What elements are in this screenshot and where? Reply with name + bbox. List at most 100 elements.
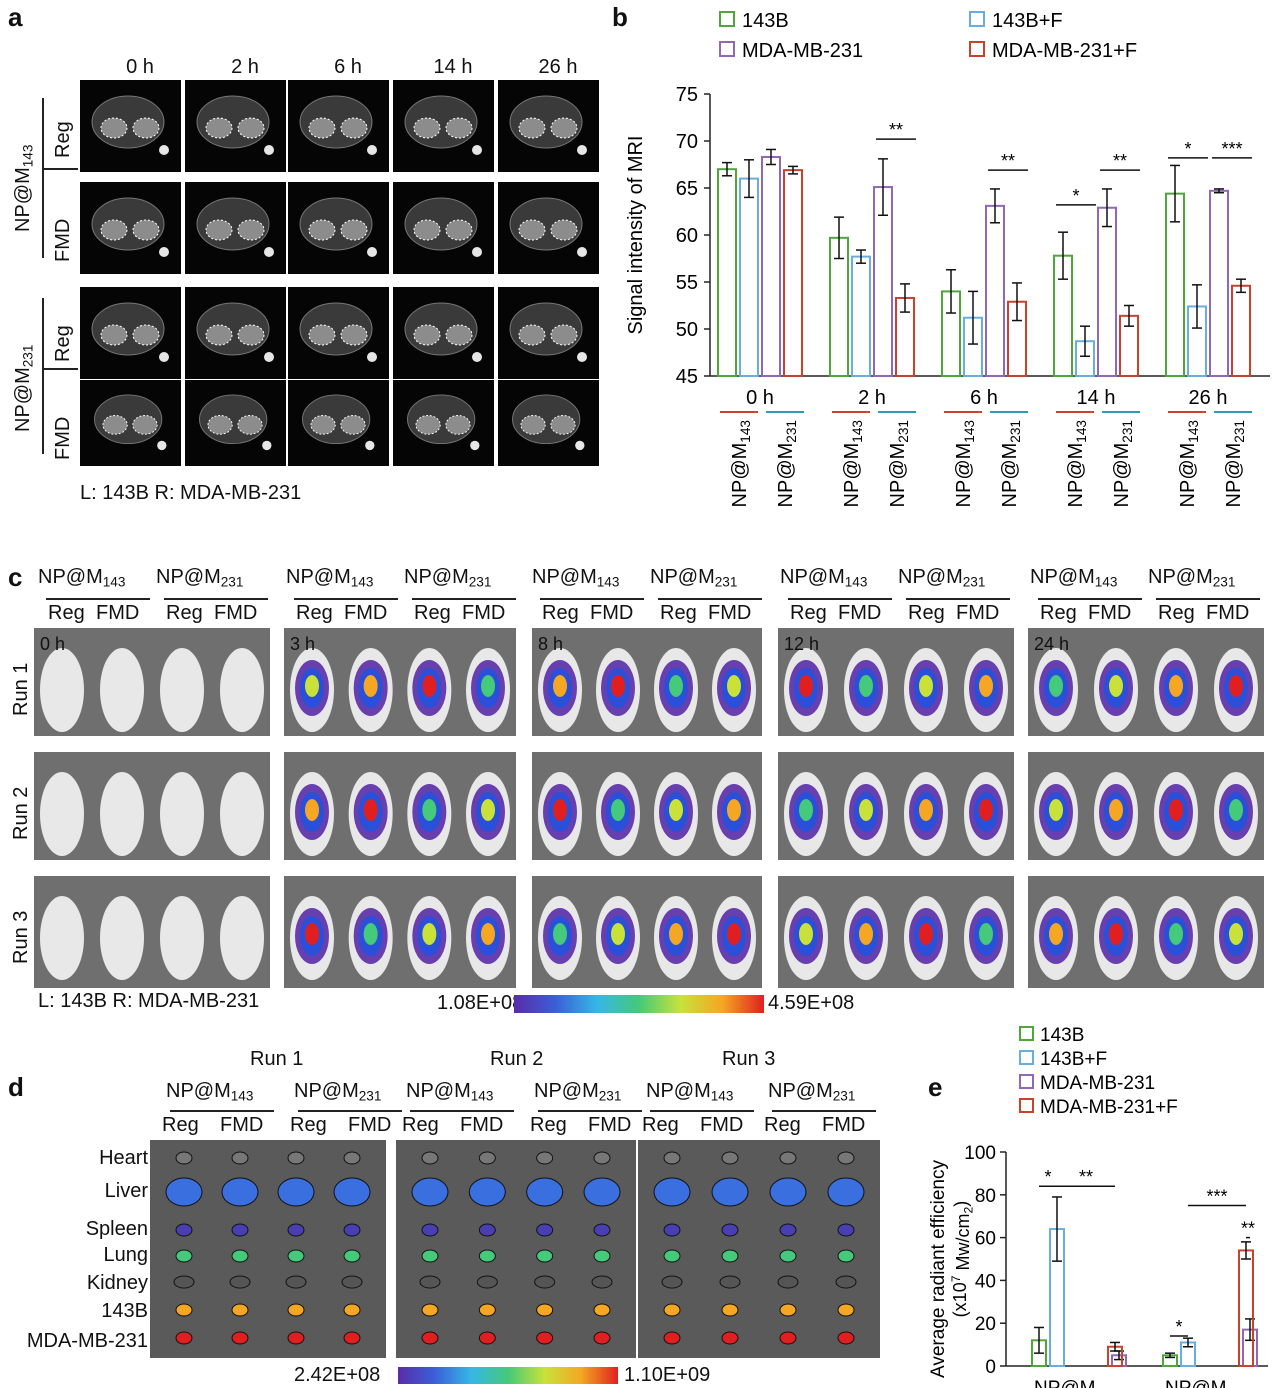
organ-signal	[175, 1223, 193, 1237]
significance-label: **	[1241, 1219, 1255, 1239]
group-rule	[538, 1110, 642, 1112]
x-sub-label: NP@M231	[1111, 420, 1135, 507]
organ-signal	[721, 1223, 739, 1237]
sub-header: FMD	[96, 602, 140, 624]
ivis-image: 0 h	[34, 628, 270, 736]
sub-header: FMD	[822, 1114, 866, 1136]
x-sub-label: NP@M143	[1065, 420, 1089, 507]
tumor-right-outline	[445, 415, 471, 435]
mouse-body	[160, 772, 204, 856]
y-axis-label: Signal intensity of MRI	[625, 136, 647, 335]
timepoint-label: 0 h	[40, 634, 65, 654]
group-rule	[540, 598, 644, 600]
organ-signal	[663, 1303, 681, 1317]
organ-signal	[536, 1303, 554, 1317]
organ-signal	[663, 1249, 681, 1263]
organ-signal	[285, 1275, 307, 1289]
signal-core	[422, 923, 437, 945]
organ-signal	[478, 1223, 496, 1237]
mouse-body	[220, 648, 264, 732]
mri-scan-image	[498, 287, 599, 379]
legend-swatch	[719, 11, 735, 27]
ivis-image	[34, 876, 270, 988]
reference-tube	[159, 352, 169, 362]
tumor-left-outline	[413, 219, 441, 241]
tumor-right-outline	[237, 415, 263, 435]
organ-signal	[343, 1249, 361, 1263]
x-tick-label: NP@M231	[1165, 1378, 1248, 1388]
mouse-body	[40, 772, 84, 856]
signal-core	[305, 799, 319, 821]
panel-label-e: e	[928, 1072, 943, 1102]
sub-header: FMD	[348, 1114, 392, 1136]
tumor-left-outline	[100, 324, 128, 346]
signal-core	[859, 799, 873, 821]
organ-signal	[478, 1151, 496, 1165]
organ-signal	[341, 1275, 363, 1289]
tumor-right-outline	[237, 117, 265, 139]
signal-core	[669, 923, 683, 945]
group-rule	[42, 298, 44, 454]
run-label: Run 3	[10, 910, 32, 964]
sub-header: Reg	[530, 1114, 567, 1136]
signal-core	[727, 799, 741, 821]
sub-header: Reg	[908, 602, 945, 624]
bar	[783, 169, 803, 377]
tumor-right-outline	[550, 117, 578, 139]
reference-tube	[577, 352, 587, 362]
bar	[717, 168, 737, 377]
tumor-left-outline	[102, 415, 128, 435]
organ-label: Spleen	[85, 1218, 148, 1240]
organ-signal	[721, 1249, 739, 1263]
signal-core	[553, 923, 567, 945]
signal-core	[1229, 675, 1243, 697]
mri-scan-image	[288, 380, 389, 466]
mri-scan-image	[393, 80, 494, 172]
signal-core	[1229, 799, 1243, 821]
panel-c-scale-min: 1.08E+08	[437, 992, 524, 1014]
x-sub-label: NP@M143	[1177, 420, 1201, 507]
organ-signal	[661, 1275, 683, 1289]
organ-signal	[837, 1303, 855, 1317]
tumor-right-outline	[132, 117, 160, 139]
tumor-left-outline	[100, 219, 128, 241]
run-label: Run 3	[722, 1048, 776, 1070]
organ-label: Heart	[99, 1147, 148, 1169]
organ-signal	[287, 1223, 305, 1237]
ivis-image	[532, 752, 762, 860]
panel-label-c: c	[8, 562, 23, 592]
tumor-right-outline	[445, 324, 473, 346]
y-tick-label: 60	[975, 1229, 996, 1250]
organ-signal	[343, 1151, 361, 1165]
organ-signal	[827, 1177, 865, 1207]
bar	[761, 155, 781, 377]
bar	[1097, 206, 1117, 377]
organ-signal	[779, 1249, 797, 1263]
organ-signal	[536, 1223, 554, 1237]
y-axis-unit-label: (x107 Mw/cm2)	[949, 1201, 976, 1318]
signal-core	[1109, 799, 1123, 821]
reference-tube	[157, 440, 167, 451]
organ-signal	[421, 1303, 439, 1317]
organ-signal	[536, 1249, 554, 1263]
legend-swatch	[1019, 1026, 1034, 1041]
signal-core	[553, 799, 567, 821]
run-label: Run 1	[10, 662, 32, 716]
organ-signal	[721, 1331, 739, 1345]
significance-label: **	[1079, 1167, 1093, 1187]
tumor-left-outline	[518, 219, 546, 241]
timepoint-label: 6 h	[334, 56, 362, 78]
reference-tube	[367, 247, 377, 257]
tumor-left-outline	[413, 324, 441, 346]
y-tick-label: 70	[676, 131, 698, 153]
organ-signal	[343, 1303, 361, 1317]
mouse-body	[160, 648, 204, 732]
panel-c-footnote: L: 143B R: MDA-MB-231	[38, 990, 260, 1012]
bar	[1231, 284, 1251, 378]
organ-signal	[835, 1275, 857, 1289]
group-header: NP@M231	[534, 1080, 622, 1104]
organ-signal	[411, 1177, 449, 1207]
signal-core	[481, 799, 495, 821]
organ-signal	[229, 1275, 251, 1289]
tumor-left-outline	[308, 117, 336, 139]
